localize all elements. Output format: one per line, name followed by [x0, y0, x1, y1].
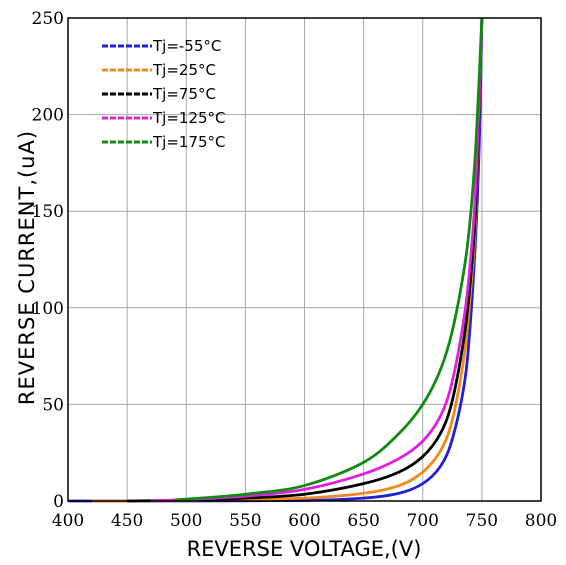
y-tick-label: 50 [42, 395, 64, 415]
series-line-0 [67, 17, 484, 503]
x-tick-label: 550 [229, 511, 261, 531]
x-tick-label: 600 [288, 511, 320, 531]
y-tick-label: 0 [53, 492, 64, 512]
legend: Tj=-55°C Tj=25°C Tj=75°C Tj=125°C Tj=175°C [102, 37, 226, 151]
legend-label-3: Tj=125°C [152, 109, 226, 127]
legend-label-2: Tj=75°C [152, 85, 216, 103]
y-tick-label: 250 [32, 9, 64, 29]
y-axis-title: REVERSE CURRENT,(uA) [15, 130, 39, 405]
series-line-3 [150, 17, 484, 503]
x-tick-label: 450 [111, 511, 143, 531]
x-tick-label: 750 [466, 511, 498, 531]
legend-label-1: Tj=25°C [152, 61, 216, 79]
y-tick-label: 100 [32, 299, 64, 319]
legend-label-0: Tj=-55°C [152, 37, 221, 55]
series-line-1 [91, 17, 484, 503]
tick-labels: 400 450 500 550 600 650 700 750 800 0 50 100 150 200 2… [32, 9, 558, 531]
y-tick-label: 150 [32, 202, 64, 222]
legend-label-4: Tj=175°C [152, 133, 226, 151]
plot-frame [67, 17, 542, 502]
x-axis-title: REVERSE VOLTAGE,(V) [187, 537, 422, 561]
x-tick-label: 500 [170, 511, 202, 531]
series-lines [67, 17, 484, 503]
series-line-4 [174, 17, 484, 502]
x-tick-label: 800 [525, 511, 557, 531]
y-tick-label: 200 [32, 106, 64, 126]
x-tick-label: 400 [52, 511, 84, 531]
x-tick-label: 650 [347, 511, 379, 531]
x-tick-label: 700 [407, 511, 439, 531]
grid [67, 17, 542, 502]
series-line-2 [127, 17, 484, 503]
